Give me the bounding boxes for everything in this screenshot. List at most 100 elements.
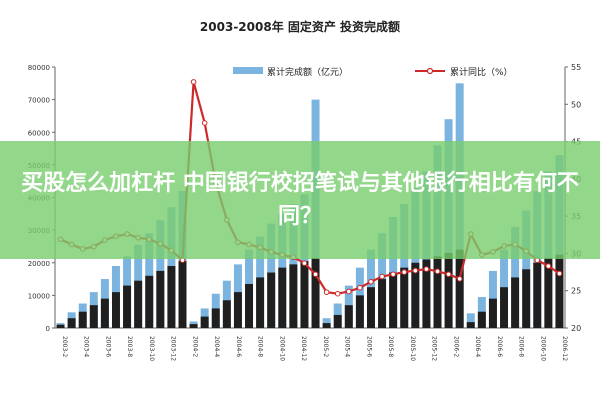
bar-dark bbox=[400, 267, 409, 328]
legend-line-label: 累计同比（%） bbox=[450, 66, 513, 78]
bar-dark bbox=[444, 252, 453, 328]
x-tick-label: 2003-10 bbox=[148, 336, 155, 361]
line-point bbox=[201, 120, 208, 126]
x-tick-label: 2006-10 bbox=[539, 336, 546, 361]
bar-dark bbox=[311, 257, 320, 328]
line-point bbox=[346, 288, 352, 295]
overlay-banner[interactable]: 买股怎么加杠杆 中国银行校招笔试与其他银行相比有何不同？ bbox=[0, 141, 600, 259]
right-tick-label: 50 bbox=[571, 100, 581, 109]
x-tick-label: 2003-12 bbox=[170, 336, 177, 361]
bar-dark bbox=[322, 323, 331, 328]
line-point bbox=[456, 275, 463, 282]
bar-dark bbox=[156, 270, 165, 328]
bar-dark bbox=[544, 257, 553, 328]
bar-dark bbox=[511, 277, 520, 328]
line-point bbox=[423, 266, 430, 272]
bar-dark bbox=[178, 261, 187, 328]
bar-dark bbox=[222, 300, 231, 328]
banner-headline[interactable]: 买股怎么加杠杆 中国银行校招笔试与其他银行相比有何不同？ bbox=[21, 171, 579, 229]
bar-dark bbox=[422, 259, 431, 328]
bar-dark bbox=[267, 272, 276, 328]
x-tick-label: 2003-6 bbox=[104, 336, 111, 357]
x-tick-label: 2006-6 bbox=[496, 336, 503, 357]
right-tick-label: 25 bbox=[571, 287, 581, 296]
x-tick-label: 2005-4 bbox=[344, 336, 351, 357]
x-tick-label: 2004-6 bbox=[235, 336, 242, 357]
bar-dark bbox=[67, 318, 76, 328]
bar-dark bbox=[389, 272, 398, 328]
bar-dark bbox=[333, 314, 342, 328]
legend-bar-label: 累计完成额（亿元） bbox=[267, 66, 348, 78]
line-point bbox=[301, 260, 308, 266]
x-tick-label: 2004-10 bbox=[278, 336, 285, 361]
bar-dark bbox=[433, 256, 442, 328]
bar-dark bbox=[522, 269, 531, 328]
line-point bbox=[390, 271, 396, 278]
bar-dark bbox=[245, 283, 254, 328]
right-tick-label: 55 bbox=[571, 63, 581, 72]
line-point bbox=[445, 271, 452, 278]
x-tick-label: 2006-4 bbox=[474, 336, 481, 357]
x-tick-label: 2004-2 bbox=[191, 336, 198, 357]
line-point bbox=[434, 268, 441, 275]
line-point bbox=[312, 271, 319, 278]
bar-dark bbox=[100, 298, 109, 328]
line-point bbox=[545, 263, 552, 269]
x-tick-label: 2005-6 bbox=[365, 336, 372, 357]
left-tick-label: 20000 bbox=[28, 260, 50, 268]
x-tick-label: 2005-12 bbox=[431, 336, 438, 361]
x-tick-label: 2004-4 bbox=[213, 336, 220, 357]
bar-dark bbox=[533, 262, 542, 328]
line-point bbox=[368, 278, 374, 285]
x-tick-label: 2006-12 bbox=[561, 336, 568, 361]
x-tick-label: 2006-8 bbox=[518, 336, 525, 357]
x-tick-label: 2005-10 bbox=[409, 336, 416, 361]
bar-dark bbox=[89, 305, 98, 328]
line-point bbox=[556, 270, 563, 277]
bar-dark bbox=[200, 316, 209, 328]
legend-line-marker bbox=[426, 67, 434, 75]
bar-dark bbox=[78, 311, 87, 328]
x-tick-label: 2003-8 bbox=[126, 336, 133, 357]
right-tick-label: 20 bbox=[571, 324, 581, 333]
x-axis-ticks: 2003-2 2003-4 2003-6 2003-8 2003-10 2003-12 20… bbox=[61, 336, 568, 361]
bar-dark bbox=[167, 266, 176, 328]
bar bbox=[400, 204, 409, 328]
x-tick-label: 2004-12 bbox=[300, 336, 307, 361]
legend-bar-swatch bbox=[233, 67, 263, 74]
bar-series-dark bbox=[56, 249, 564, 328]
x-tick-label: 2003-4 bbox=[83, 336, 90, 357]
bar-dark bbox=[211, 308, 220, 328]
bar-dark bbox=[411, 262, 420, 328]
line-point bbox=[379, 273, 385, 280]
x-tick-label: 2004-8 bbox=[257, 336, 264, 357]
bar-dark bbox=[488, 298, 497, 328]
bar-dark bbox=[355, 295, 364, 328]
bar-dark bbox=[378, 279, 387, 328]
x-tick-label: 2003-2 bbox=[61, 336, 68, 357]
x-tick-label: 2005-2 bbox=[322, 336, 329, 357]
bar-dark bbox=[344, 305, 353, 328]
line-point bbox=[401, 269, 408, 275]
legend: 累计完成额（亿元） 累计同比（%） bbox=[233, 66, 513, 78]
bar bbox=[466, 313, 475, 328]
line-point bbox=[357, 284, 363, 291]
line-point bbox=[190, 79, 197, 85]
bar-dark bbox=[56, 324, 65, 328]
chart-title: 2003-2008年 固定资产 投资完成额 bbox=[200, 19, 400, 34]
bar-dark bbox=[111, 292, 120, 328]
x-tick-label: 2006-2 bbox=[452, 336, 459, 357]
bar-dark bbox=[134, 280, 143, 328]
left-tick-label: 80000 bbox=[28, 64, 50, 72]
bar-dark bbox=[278, 267, 287, 328]
line-point bbox=[334, 290, 341, 297]
line-point bbox=[323, 289, 330, 296]
bar-dark bbox=[233, 292, 242, 328]
bar-dark bbox=[256, 277, 265, 328]
bar-dark bbox=[466, 322, 475, 328]
bar-dark bbox=[366, 287, 375, 328]
bar-dark bbox=[455, 249, 464, 328]
bar-dark bbox=[477, 311, 486, 328]
left-tick-label: 0 bbox=[46, 325, 50, 333]
bar-dark bbox=[123, 285, 132, 328]
